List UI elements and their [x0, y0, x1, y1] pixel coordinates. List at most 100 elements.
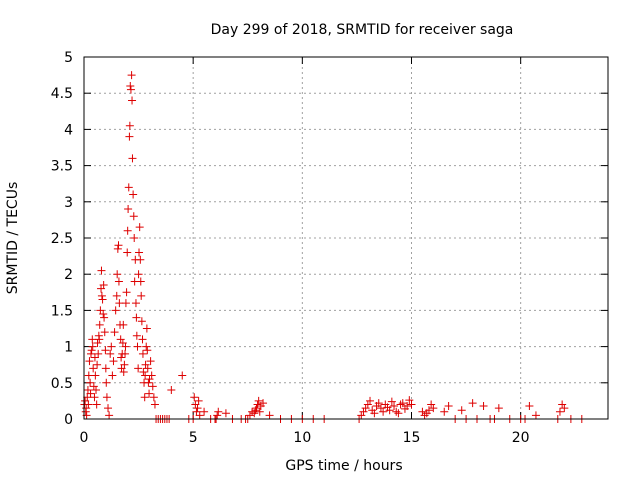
- x-tick-label: 0: [80, 430, 89, 446]
- data-point: [92, 386, 101, 395]
- data-point: [95, 320, 104, 329]
- y-tick-label: 0.5: [51, 376, 73, 392]
- data-point: [149, 393, 158, 402]
- data-point: [137, 317, 146, 326]
- data-point: [108, 371, 117, 380]
- data-point: [93, 338, 102, 347]
- data-point: [85, 357, 94, 366]
- data-point: [398, 399, 407, 408]
- data-point: [142, 324, 151, 333]
- data-point: [125, 132, 134, 141]
- plot-frame: [83, 56, 609, 420]
- data-point: [560, 404, 569, 413]
- data-point: [135, 223, 144, 232]
- data-point: [90, 393, 99, 402]
- data-point: [127, 71, 136, 80]
- data-point: [138, 335, 147, 344]
- data-point: [95, 335, 104, 344]
- data-point: [387, 397, 396, 406]
- data-point: [178, 371, 187, 380]
- data-point: [90, 353, 99, 362]
- data-point: [259, 399, 268, 408]
- data-point: [138, 349, 147, 358]
- data-point: [117, 353, 126, 362]
- data-point: [130, 234, 139, 242]
- data-points: [80, 71, 586, 423]
- data-point: [123, 226, 132, 235]
- data-point: [192, 407, 201, 416]
- data-point: [140, 393, 149, 402]
- data-point: [200, 407, 209, 416]
- data-point: [385, 406, 394, 415]
- data-point: [134, 270, 143, 279]
- data-point: [102, 393, 111, 402]
- x-tick-label: 5: [189, 430, 198, 446]
- data-point: [123, 248, 132, 257]
- data-point: [86, 349, 95, 358]
- data-point: [119, 367, 128, 376]
- x-tick-label: 20: [512, 430, 530, 446]
- y-tick-label: 2: [64, 267, 73, 283]
- data-point: [143, 364, 152, 373]
- data-point: [525, 401, 534, 410]
- data-point: [84, 400, 93, 409]
- data-point: [379, 407, 388, 416]
- data-point: [479, 401, 488, 410]
- data-point: [135, 248, 144, 257]
- data-point: [100, 313, 109, 322]
- data-point: [101, 346, 110, 355]
- data-point: [265, 411, 274, 420]
- data-point: [86, 378, 95, 387]
- y-tick-label: 1.5: [51, 303, 73, 319]
- data-point: [213, 411, 222, 420]
- data-point: [98, 295, 107, 304]
- x-tick-label: 15: [403, 430, 421, 446]
- y-tick-label: 3.5: [51, 159, 73, 175]
- data-point: [145, 389, 154, 398]
- data-point: [104, 404, 113, 413]
- data-point: [468, 399, 477, 408]
- data-point: [129, 190, 138, 199]
- data-point: [100, 328, 109, 337]
- data-point: [214, 407, 223, 416]
- data-point: [126, 81, 135, 90]
- data-point: [252, 404, 261, 413]
- data-point: [125, 121, 134, 130]
- data-point: [83, 393, 92, 402]
- data-point: [221, 409, 230, 418]
- x-tick-label: 10: [293, 430, 311, 446]
- data-point: [494, 404, 503, 413]
- data-point: [93, 360, 102, 369]
- data-point: [370, 409, 379, 418]
- data-point: [394, 409, 403, 418]
- data-point: [120, 360, 129, 369]
- data-point: [407, 400, 416, 409]
- data-point: [105, 411, 114, 420]
- data-point: [91, 371, 100, 380]
- data-point: [88, 335, 97, 344]
- data-point: [390, 401, 399, 410]
- data-point: [109, 357, 118, 366]
- tick-labels: 0 0.5 1 1.5 2 2.5 3 3.5 4 4.5 5 0 5 10 15 20: [51, 50, 530, 446]
- y-tick-label: 0: [64, 412, 73, 428]
- data-point: [101, 364, 110, 373]
- y-tick-label: 5: [64, 50, 73, 66]
- data-point: [444, 401, 453, 410]
- data-point: [106, 349, 115, 358]
- data-point: [107, 342, 116, 351]
- data-point: [254, 396, 263, 405]
- data-point: [97, 266, 106, 275]
- data-point: [136, 277, 145, 286]
- data-point: [121, 342, 130, 351]
- data-point: [531, 411, 540, 420]
- data-point: [99, 281, 108, 290]
- data-point: [124, 205, 133, 214]
- data-point: [97, 291, 106, 300]
- data-point: [424, 406, 433, 415]
- chart-title: Day 299 of 2018, SRMTID for receiver sag…: [211, 22, 514, 38]
- data-point: [167, 386, 176, 395]
- data-point: [124, 183, 133, 192]
- data-point: [114, 241, 123, 250]
- y-tick-label: 4: [64, 122, 73, 138]
